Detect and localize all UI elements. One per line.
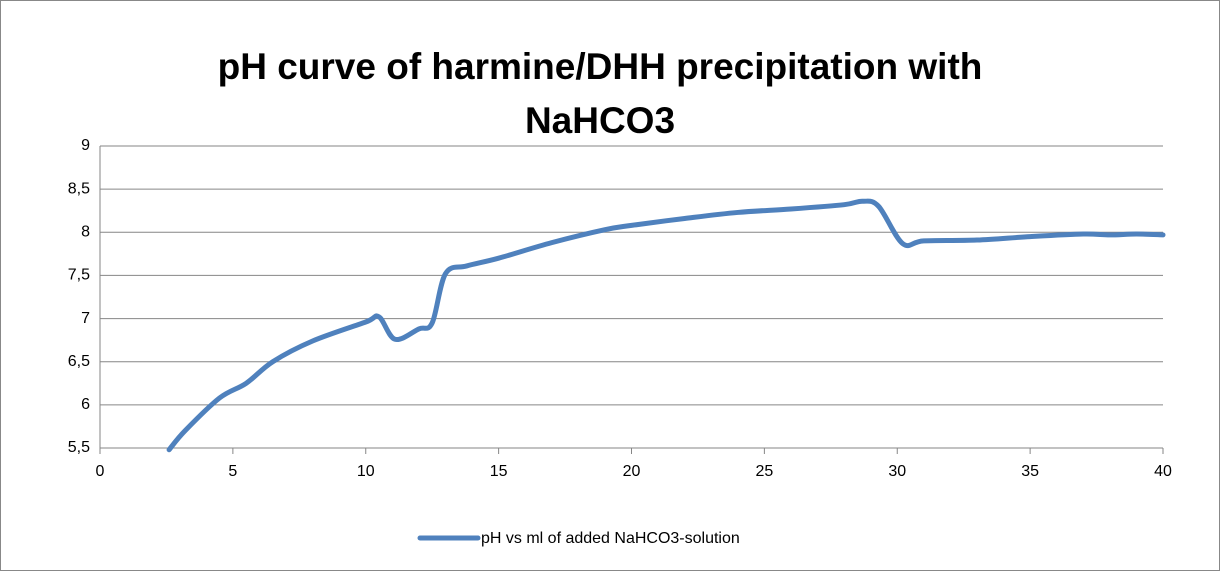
y-tick-label: 9 [81, 137, 90, 154]
x-tick-label: 35 [1021, 463, 1039, 480]
x-tick-label: 0 [96, 463, 105, 480]
legend-label: pH vs ml of added NaHCO3-solution [481, 530, 740, 547]
x-tick-label: 30 [888, 463, 906, 480]
y-tick-label: 7,5 [68, 267, 90, 284]
y-tick-label: 6 [81, 396, 90, 413]
y-tick-label: 8 [81, 224, 90, 241]
data-line [166, 198, 1166, 453]
y-tick-label: 5,5 [68, 439, 90, 456]
x-tick-label: 20 [623, 463, 641, 480]
y-tick-label: 6,5 [68, 353, 90, 370]
x-tick-label: 25 [755, 463, 773, 480]
x-tick-label: 10 [357, 463, 375, 480]
y-tick-label: 8,5 [68, 180, 90, 197]
chart-title: pH curve of harmine/DHH precipitation wi… [217, 46, 983, 141]
x-tick-label: 15 [490, 463, 508, 480]
x-tick-label: 5 [228, 463, 237, 480]
y-tick-label: 7 [81, 310, 90, 327]
x-tick-label: 40 [1154, 463, 1172, 480]
